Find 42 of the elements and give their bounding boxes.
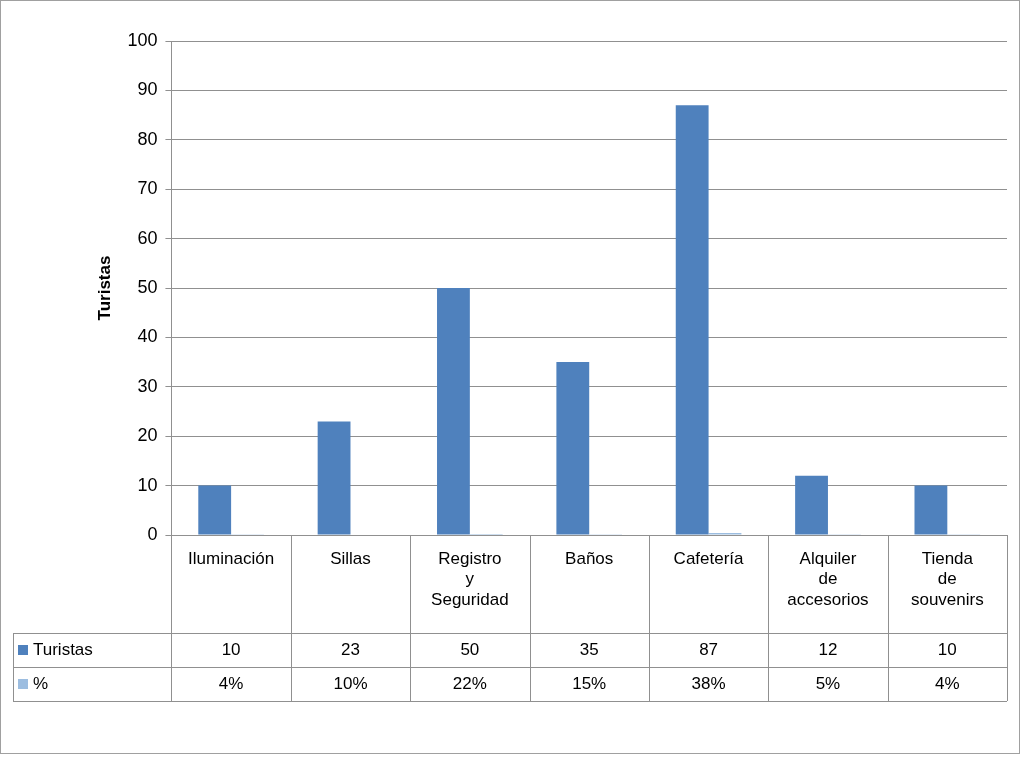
bar [914,485,948,535]
y-axis-title: Turistas [94,255,114,321]
data-label: 5% [815,673,841,693]
data-label: 15% [572,673,607,693]
y-tick-label: 0 [147,523,158,544]
y-tick-label: 10 [137,474,158,495]
data-label: 22% [452,673,487,693]
x-tick-label: Tienda de souvenirs [910,548,984,609]
x-tick-label: Registro y Seguridad [431,548,509,609]
x-tick-label: Cafetería [673,548,745,568]
data-label: 12 [818,639,838,659]
bar [795,475,828,535]
y-tick-label: 100 [127,29,158,50]
y-tick-label: 90 [137,79,158,100]
data-label: 87 [699,639,719,659]
legend-label: Turistas [33,639,93,659]
y-tick-label: 40 [137,326,158,347]
data-label: 35 [579,639,599,659]
data-label: 38% [691,673,726,693]
data-label: 50 [460,639,480,659]
y-tick-label: 70 [137,178,158,199]
x-tick-label: Iluminación [188,548,275,568]
legend-label: % [33,673,49,693]
bar [556,362,590,535]
data-label: 4% [218,673,244,693]
data-label: 4% [935,673,960,693]
y-tick-label: 50 [137,276,158,297]
data-label: 10 [937,639,957,659]
bar [675,105,709,535]
x-tick-label: Baños [565,548,614,568]
y-tick-label: 80 [137,128,158,149]
x-tick-label: Sillas [330,548,371,568]
y-tick-label: 20 [137,425,158,446]
bar [198,485,232,535]
bar [437,288,470,535]
x-tick-label: Alquiler de accesorios [787,548,869,609]
y-tick-label: 60 [137,227,158,248]
data-label: 10 [221,639,241,659]
bar [317,421,351,535]
y-tick-label: 30 [137,375,158,396]
data-label: 23 [341,639,360,659]
data-label: 10% [333,673,368,693]
